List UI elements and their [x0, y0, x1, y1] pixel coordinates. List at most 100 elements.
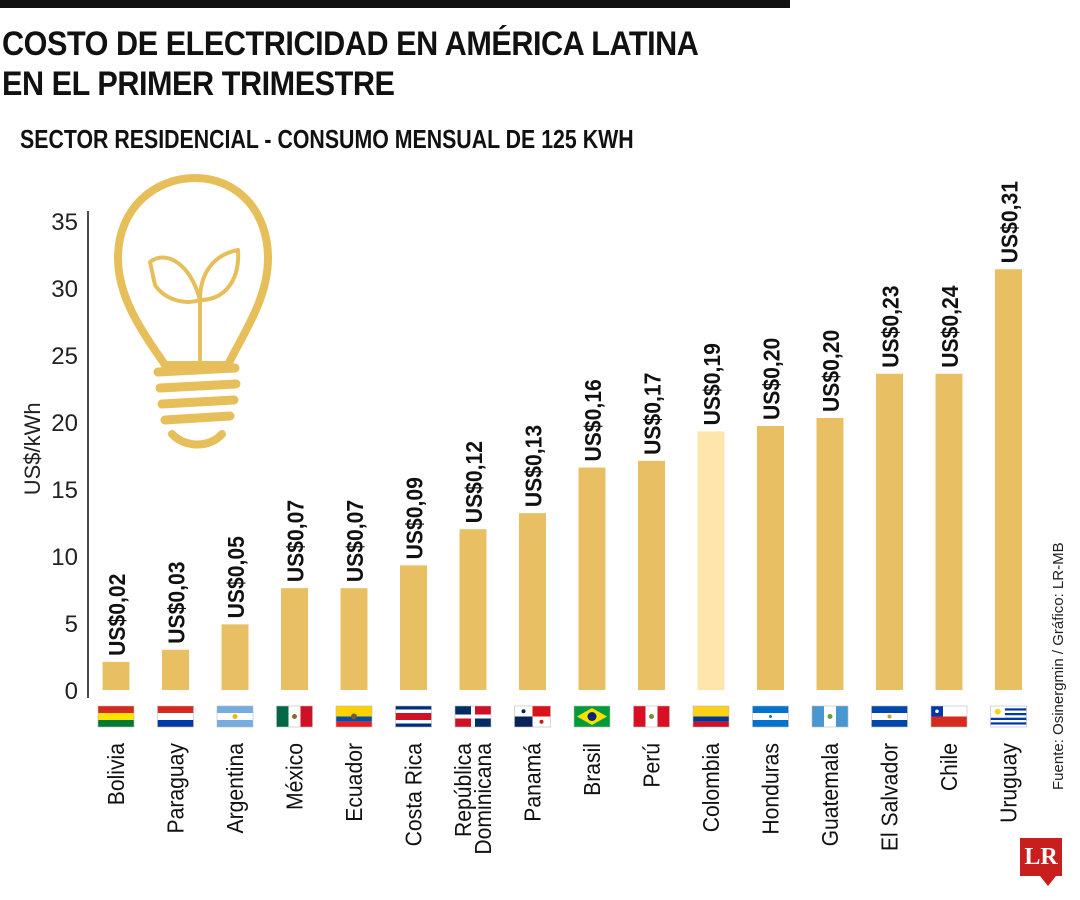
flag-uruguay-icon [990, 705, 1027, 728]
flag-stripe [395, 716, 432, 720]
category-label-4: México [282, 743, 308, 810]
flag-stripe [98, 720, 134, 727]
category-label-10: Perú [639, 743, 665, 788]
flag-stripe [990, 706, 1027, 709]
flag-stripe [157, 713, 194, 720]
flag-stripe [931, 716, 967, 727]
data-label-8: US$0,13 [521, 425, 547, 507]
flag-stripe [157, 720, 194, 727]
data-label-6: US$0,09 [402, 477, 428, 559]
flag-stripe [990, 720, 1027, 723]
flag-stripe [633, 706, 646, 727]
flag-guatemala-icon [811, 705, 849, 728]
category-label-11: Colombia [698, 742, 724, 832]
data-label-3: US$0,05 [223, 536, 249, 618]
flag-border [216, 705, 254, 728]
flag-border [811, 705, 849, 728]
data-label-10: US$0,17 [640, 373, 666, 455]
flag-star [539, 719, 544, 724]
category-label-8: Panamá [520, 742, 546, 821]
flag-honduras-icon [752, 705, 789, 728]
chart-subtitle: SECTOR RESIDENCIAL - CONSUMO MENSUAL DE … [20, 124, 634, 154]
flag-stripe [336, 721, 372, 727]
data-labels: US$0,02 US$0,03 US$0,05 US$0,07 US$0,07 US$0,… [104, 181, 1023, 656]
category-label-15: Chile [936, 743, 962, 791]
category-label-7: República [450, 742, 476, 837]
flag-border [395, 705, 432, 728]
chart-title-line-1: COSTO DE ELECTRICIDAD EN AMÉRICA LATINA [2, 25, 699, 63]
bar-15 [935, 373, 963, 690]
data-label-11: US$0,19 [699, 343, 725, 425]
bar-16 [995, 269, 1022, 690]
top-rule [0, 0, 790, 8]
flag-star [935, 709, 939, 714]
category-label-13: Guatemala [817, 742, 843, 846]
category-label-12: Honduras [758, 743, 784, 835]
category-label-16: Uruguay [996, 743, 1022, 823]
flag-stripe [871, 720, 908, 727]
category-label-7: Dominicana [470, 742, 496, 854]
flag-stripe [693, 721, 729, 727]
flag-border [97, 705, 135, 728]
flag-emblem [887, 714, 892, 719]
flag-star [769, 715, 772, 718]
flag-emblem [232, 714, 238, 719]
flag-costa-rica-icon [395, 705, 432, 728]
flag-emblem [649, 714, 654, 719]
flag-border [692, 705, 730, 728]
y-tick-label: 25 [51, 343, 78, 370]
flag-border [990, 705, 1027, 728]
flag-quarter [455, 706, 471, 715]
flag-border [633, 705, 670, 728]
flag-brazil-icon [573, 705, 611, 728]
flag-emblem [292, 714, 297, 719]
flag-stripe [990, 724, 1027, 727]
flags [97, 705, 1027, 728]
flag-stripe [752, 706, 789, 713]
flag-border [573, 705, 611, 728]
chart-title: COSTO DE ELECTRICIDAD EN AMÉRICA LATINA … [2, 24, 812, 104]
category-label-2: Paraguay [163, 743, 189, 833]
flag-stripe [990, 717, 1027, 720]
data-label-14: US$0,23 [878, 285, 904, 367]
y-tick-label: 5 [65, 611, 78, 638]
lr-logo: LR [1020, 838, 1062, 876]
flag-border [514, 705, 551, 728]
bar-14 [876, 373, 903, 690]
flag-stripe [395, 713, 432, 717]
flag-stripe [836, 706, 848, 727]
flag-globe [587, 712, 597, 721]
bar-5 [340, 588, 368, 690]
flag-panama-icon [514, 705, 551, 728]
chart-title-line-2: EN EL PRIMER TRIMESTRE [2, 65, 395, 103]
flag-stripe [395, 720, 432, 724]
flag-stripe [693, 706, 729, 717]
flag-argentina-icon [216, 705, 254, 728]
flag-stripe [990, 708, 1027, 711]
flag-border [335, 705, 373, 728]
data-label-2: US$0,03 [164, 562, 190, 644]
flag-dominican-republic-icon [454, 705, 492, 728]
flag-stripe [217, 720, 253, 727]
flag-stripe [990, 713, 1027, 716]
flag-star [521, 709, 526, 714]
data-label-12: US$0,20 [759, 338, 785, 420]
flag-stripe [752, 720, 789, 727]
flag-stripe [157, 706, 194, 713]
flag-bolivia-icon [97, 705, 135, 728]
data-label-1: US$0,02 [104, 574, 130, 656]
flag-border [871, 705, 908, 728]
flag-border [930, 705, 968, 728]
flag-stripe [395, 723, 432, 727]
flag-stripe [98, 713, 134, 720]
flag-paraguay-icon [157, 705, 194, 728]
flag-stripe [990, 715, 1027, 718]
bar-2 [162, 649, 189, 690]
flag-stripe [276, 706, 289, 727]
bar-11 [697, 431, 725, 690]
flag-stripe [98, 706, 134, 713]
flag-el-salvador-icon [871, 705, 908, 728]
category-label-5: Ecuador [341, 743, 367, 822]
bar-3 [221, 624, 249, 690]
flag-stripe [990, 710, 1027, 713]
